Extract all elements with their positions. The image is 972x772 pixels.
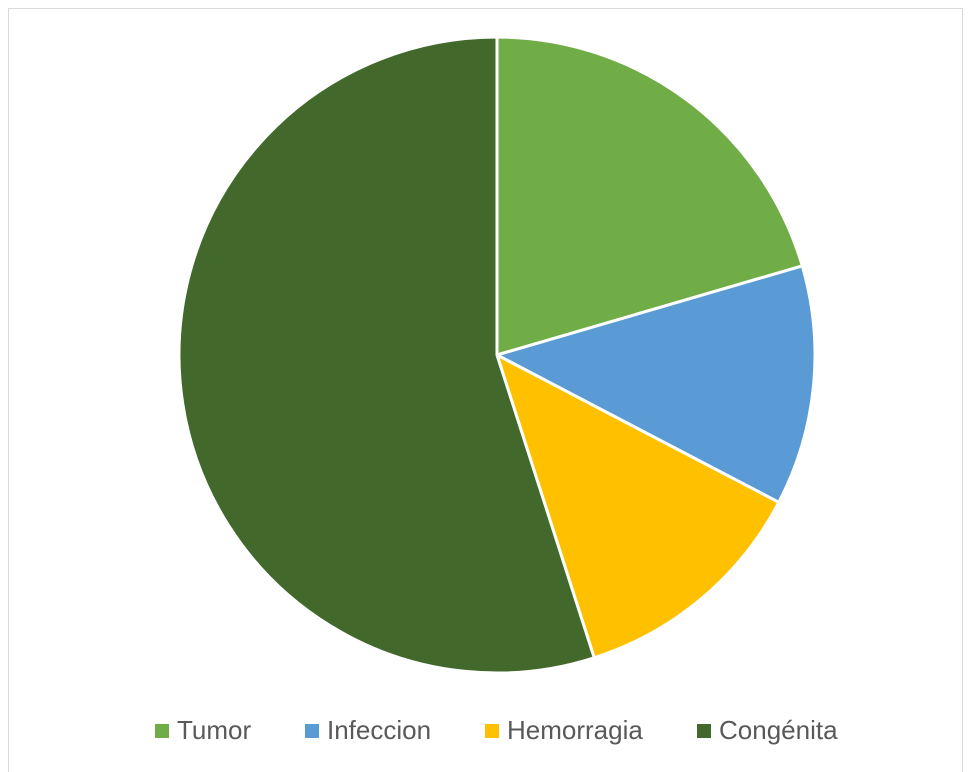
pie-slice	[495, 35, 805, 358]
pie-slice	[177, 35, 597, 675]
legend-label: Congénita	[719, 715, 838, 745]
legend-label: Infeccion	[327, 715, 431, 745]
legend-label: Hemorragia	[507, 715, 643, 745]
legend-swatch	[305, 724, 319, 738]
legend-swatch	[697, 724, 711, 738]
pie-slice	[493, 264, 817, 505]
legend-swatch	[485, 724, 499, 738]
legend-label: Tumor	[177, 715, 251, 745]
legend-swatch	[155, 724, 169, 738]
pie-slice	[494, 351, 781, 660]
